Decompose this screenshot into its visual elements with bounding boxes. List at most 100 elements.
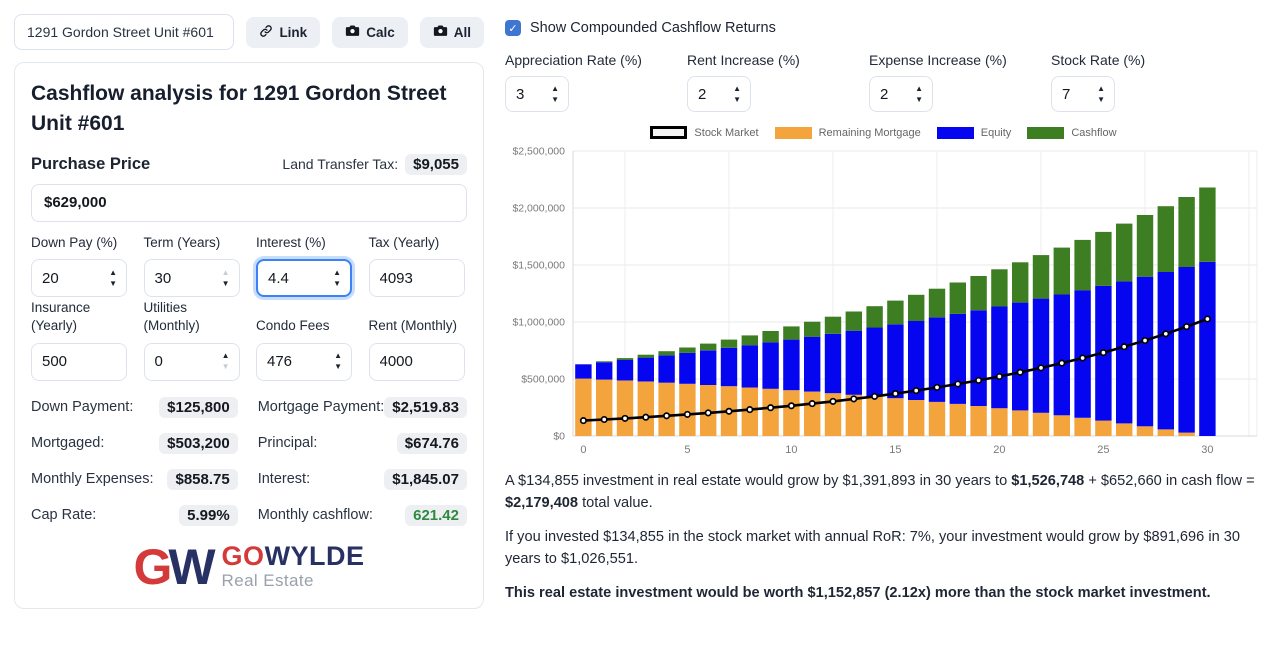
condo-fees-label: Condo Fees	[256, 318, 330, 334]
svg-text:5: 5	[684, 444, 690, 456]
step-down-icon[interactable]: ▼	[333, 278, 341, 288]
legend-cashflow[interactable]: Cashflow	[1027, 126, 1117, 139]
step-down-icon[interactable]: ▼	[1097, 94, 1105, 104]
step-up-icon[interactable]: ▲	[551, 83, 559, 93]
rent-input[interactable]	[368, 342, 465, 381]
link-icon	[259, 24, 273, 41]
step-down-icon[interactable]: ▼	[915, 94, 923, 104]
compounded-cashflow-checkbox[interactable]: ✓	[505, 20, 521, 36]
legend-label: Remaining Mortgage	[818, 126, 921, 139]
step-up-icon[interactable]: ▲	[1097, 83, 1105, 93]
legend-remaining-mortgage[interactable]: Remaining Mortgage	[774, 126, 921, 139]
term-label: Term (Years)	[143, 234, 221, 250]
summary-value: $503,200	[159, 432, 238, 454]
rent-increase-input[interactable]	[688, 85, 734, 103]
expense-increase-input[interactable]	[870, 85, 916, 103]
summary-label: Cap Rate:	[31, 507, 97, 524]
legend-label: Equity	[980, 126, 1012, 139]
summary-label: Monthly cashflow:	[257, 507, 373, 524]
rate-controls: Appreciation Rate (%) ▲▼ Rent Increase (…	[505, 52, 1262, 112]
utilities-label: Utilities (Monthly)	[143, 300, 200, 334]
condo-fees-input[interactable]	[257, 353, 335, 371]
term-input[interactable]	[144, 269, 222, 287]
step-up-icon[interactable]: ▲	[333, 267, 341, 277]
summary-value: $125,800	[159, 396, 238, 418]
rent-label: Rent (Monthly)	[368, 318, 458, 334]
tax-input[interactable]	[368, 259, 465, 298]
land-transfer-tax-label: Land Transfer Tax:	[282, 156, 399, 173]
legend-equity[interactable]: Equity	[936, 126, 1012, 139]
summary-value: $858.75	[167, 468, 238, 490]
summary-value: $674.76	[396, 432, 467, 454]
step-up-icon[interactable]: ▲	[221, 351, 230, 361]
summary-monthly-cashflow: Monthly cashflow: 621.42	[257, 504, 467, 526]
all-screenshot-button[interactable]: All	[419, 16, 484, 48]
summary-down-payment: Down Payment: $125,800	[31, 396, 238, 418]
appreciation-rate-input[interactable]	[506, 85, 552, 103]
step-down-icon[interactable]: ▼	[109, 278, 117, 288]
logo-monogram-w: W	[168, 538, 215, 595]
legend-stock-market[interactable]: Stock Market	[650, 126, 759, 139]
svg-text:20: 20	[993, 444, 1005, 456]
step-up-icon[interactable]: ▲	[733, 83, 741, 93]
stock-rate-stepper: ▲▼	[1051, 76, 1115, 112]
down-pay-label: Down Pay (%)	[31, 234, 118, 250]
svg-text:$2,000,000: $2,000,000	[512, 203, 565, 215]
legend-label: Cashflow	[1071, 126, 1117, 139]
cashflow-chart: $0 $500,000 $1,000,000 $1,500,000 $2,000,000…	[512, 146, 1258, 456]
address-input[interactable]	[14, 14, 235, 50]
step-up-icon[interactable]: ▲	[334, 351, 342, 361]
analysis-text: A $134,855 investment in real estate wou…	[505, 471, 1262, 604]
summary-label: Mortgaged:	[31, 435, 105, 452]
step-down-icon[interactable]: ▼	[334, 362, 342, 372]
appreciation-rate-stepper: ▲▼	[505, 76, 569, 112]
svg-text:$1,500,000: $1,500,000	[512, 260, 565, 272]
svg-text:25: 25	[1097, 444, 1109, 456]
summary-label: Interest:	[257, 471, 311, 488]
step-down-icon[interactable]: ▼	[221, 362, 230, 372]
down-pay-input[interactable]	[32, 269, 110, 287]
summary-monthly-expenses: Monthly Expenses: $858.75	[31, 468, 238, 490]
summary-principal: Principal: $674.76	[257, 432, 467, 454]
utilities-stepper: ▲▼	[143, 342, 240, 381]
utilities-input[interactable]	[144, 353, 222, 371]
step-down-icon[interactable]: ▼	[733, 94, 741, 104]
link-button[interactable]: Link	[246, 16, 321, 48]
calc-button-label: Calc	[366, 24, 395, 40]
calc-screenshot-button[interactable]: Calc	[332, 16, 408, 48]
step-up-icon[interactable]: ▲	[109, 267, 117, 277]
stock-market-growth-paragraph: If you invested $134,855 in the stock ma…	[505, 528, 1240, 567]
expense-increase-label: Expense Increase (%)	[869, 52, 1007, 68]
summary-label: Down Payment:	[31, 399, 134, 416]
summary-value: 5.99%	[179, 504, 238, 526]
stock-rate-label: Stock Rate (%)	[1051, 52, 1146, 68]
compounded-cashflow-label: Show Compounded Cashflow Returns	[530, 20, 776, 36]
step-down-icon[interactable]: ▼	[551, 94, 559, 104]
step-down-icon[interactable]: ▼	[221, 278, 230, 288]
condo-fees-stepper: ▲▼	[256, 342, 352, 381]
left-column: Link Calc All Cashflow analysis for 1291…	[14, 14, 484, 616]
summary-mortgage-payment: Mortgage Payment: $2,519.83	[257, 396, 467, 418]
svg-text:$500,000: $500,000	[521, 374, 565, 386]
camera-icon	[433, 24, 448, 40]
insurance-input[interactable]	[31, 342, 127, 381]
equity-swatch	[936, 126, 974, 139]
rent-increase-stepper: ▲▼	[687, 76, 751, 112]
card-title: Cashflow analysis for 1291 Gordon Street…	[31, 82, 447, 136]
right-column: ✓ Show Compounded Cashflow Returns Appre…	[505, 14, 1262, 616]
summary-label: Mortgage Payment:	[257, 399, 385, 416]
summary-label: Principal:	[257, 435, 318, 452]
stock-rate-input[interactable]	[1052, 85, 1098, 103]
svg-text:0: 0	[580, 444, 586, 456]
summary-mortgaged: Mortgaged: $503,200	[31, 432, 238, 454]
comparison-paragraph: This real estate investment would be wor…	[505, 584, 1211, 601]
checkmark-icon: ✓	[508, 22, 518, 35]
summary-cap-rate: Cap Rate: 5.99%	[31, 504, 238, 526]
summary-value: $2,519.83	[384, 396, 467, 418]
interest-input[interactable]	[258, 269, 334, 287]
expense-increase-stepper: ▲▼	[869, 76, 933, 112]
step-up-icon[interactable]: ▲	[915, 83, 923, 93]
legend-label: Stock Market	[694, 126, 759, 139]
step-up-icon[interactable]: ▲	[221, 267, 230, 277]
purchase-price-input[interactable]	[31, 183, 467, 222]
